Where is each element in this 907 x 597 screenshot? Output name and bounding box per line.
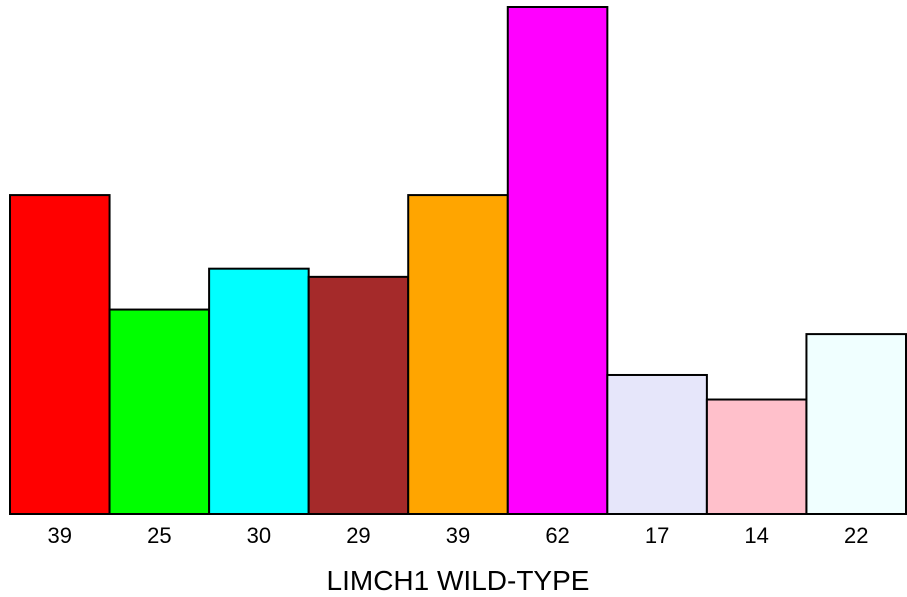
x-axis-label: LIMCH1 WILD-TYPE (327, 565, 590, 596)
x-tick-label-1: 39 (48, 523, 72, 548)
bar-9 (805, 333, 907, 515)
x-tick-label-4: 29 (346, 523, 370, 548)
x-tick-label-3: 30 (247, 523, 271, 548)
bar-5 (407, 194, 509, 516)
bar-6 (506, 6, 609, 515)
bar-7 (606, 373, 708, 516)
x-tick-label-9: 22 (844, 523, 868, 548)
bar-4 (307, 275, 410, 515)
bar-1 (9, 194, 111, 516)
x-tick-label-6: 62 (545, 523, 569, 548)
bars-group (9, 6, 907, 516)
x-tick-label-2: 25 (147, 523, 171, 548)
tick-labels-group: 39 25 30 29 39 62 17 14 22 (48, 523, 869, 548)
x-tick-label-5: 39 (446, 523, 470, 548)
x-tick-label-8: 14 (744, 523, 768, 548)
x-tick-label-7: 17 (645, 523, 669, 548)
bar-8 (705, 398, 808, 515)
bar-2 (108, 308, 211, 515)
bar-3 (208, 267, 310, 515)
